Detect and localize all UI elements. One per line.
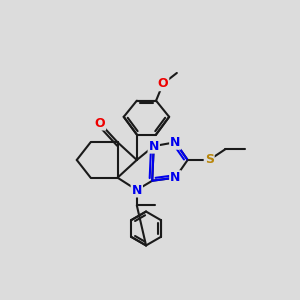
- Text: S: S: [205, 154, 214, 166]
- Text: N: N: [148, 140, 159, 153]
- Text: O: O: [94, 116, 105, 130]
- Text: O: O: [158, 77, 168, 90]
- Text: N: N: [132, 184, 142, 196]
- Text: N: N: [170, 136, 181, 149]
- Text: N: N: [170, 171, 181, 184]
